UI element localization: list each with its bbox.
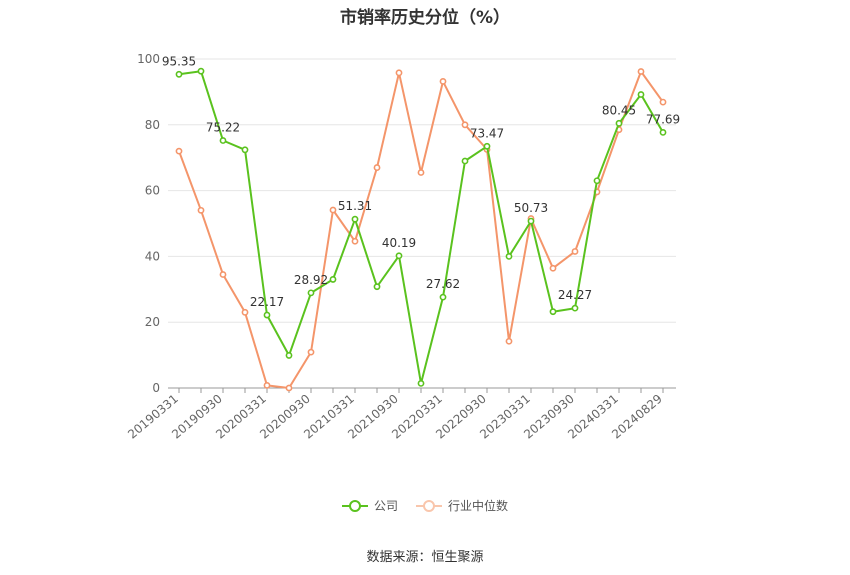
x-axis: 2019033120190930202003312020093020210331… <box>125 387 676 442</box>
data-point <box>571 248 579 255</box>
data-point <box>351 237 359 245</box>
data-point <box>395 252 403 260</box>
data-point <box>241 308 249 316</box>
data-label: 27.62 <box>426 277 460 291</box>
data-point <box>571 304 579 312</box>
legend-swatch-industry-median <box>416 499 442 513</box>
legend: 公司 行业中位数 <box>0 497 850 514</box>
data-point <box>439 77 447 85</box>
data-point <box>439 293 447 301</box>
data-label: 75.22 <box>206 121 240 135</box>
data-point <box>241 146 249 154</box>
data-point <box>461 157 469 165</box>
y-tick-label: 60 <box>145 184 160 198</box>
data-point <box>197 67 205 75</box>
y-tick-label: 100 <box>137 52 160 66</box>
data-point <box>659 128 667 136</box>
data-label: 80.45 <box>602 103 636 117</box>
data-point <box>505 252 513 260</box>
data-source: 数据来源：恒生聚源 <box>366 550 484 565</box>
data-point <box>307 289 315 297</box>
data-point <box>505 337 513 345</box>
data-point <box>395 69 403 77</box>
data-point <box>263 311 271 319</box>
data-point <box>197 206 205 214</box>
data-point <box>659 98 667 106</box>
data-label: 40.19 <box>382 236 416 250</box>
data-point <box>637 68 645 75</box>
chart-title: 市销率历史分位（%） <box>339 8 511 28</box>
data-point <box>373 164 381 171</box>
series-line <box>178 70 664 389</box>
y-tick-label: 20 <box>145 315 160 329</box>
data-point <box>615 119 623 127</box>
legend-label-company: 公司 <box>373 499 398 513</box>
data-point <box>549 308 557 316</box>
data-point <box>527 217 535 225</box>
data-label: 77.69 <box>646 112 680 126</box>
data-label: 28.92 <box>294 273 328 287</box>
data-point <box>175 70 183 78</box>
y-axis-ticks: 0 20 40 60 80 100 <box>137 52 160 395</box>
gridlines <box>168 58 676 323</box>
data-label: 51.31 <box>338 199 372 213</box>
data-point <box>285 384 293 392</box>
data-label: 50.73 <box>514 201 548 215</box>
data-label: 24.27 <box>558 288 592 302</box>
data-point <box>351 215 359 223</box>
legend-label-industry-median: 行业中位数 <box>448 499 509 513</box>
data-point <box>219 137 227 144</box>
data-labels: 95.35 75.22 22.17 28.92 51.31 40.19 27.62 73.47… <box>162 54 680 309</box>
data-point <box>329 206 337 214</box>
data-label: 95.35 <box>162 54 196 68</box>
data-point <box>483 142 491 150</box>
y-tick-label: 40 <box>145 249 160 263</box>
data-point <box>549 264 557 272</box>
data-point <box>285 352 293 359</box>
y-tick-label: 0 <box>152 381 160 395</box>
data-point <box>417 379 425 387</box>
data-point <box>373 283 381 291</box>
data-point <box>417 169 425 176</box>
data-point <box>461 121 469 129</box>
legend-item-industry-median[interactable]: 行业中位数 <box>416 497 508 514</box>
line-chart: 0 20 40 60 80 100 201903312019093020200331202… <box>125 52 680 442</box>
data-point <box>263 381 271 389</box>
legend-item-company[interactable]: 公司 <box>341 497 398 514</box>
data-point <box>175 147 183 155</box>
data-point <box>307 348 315 356</box>
data-point <box>593 177 601 185</box>
y-tick-label: 80 <box>145 118 160 132</box>
data-point <box>637 91 645 98</box>
series-lines <box>175 67 667 392</box>
data-label: 73.47 <box>470 126 504 140</box>
legend-swatch-company <box>341 499 368 513</box>
data-point <box>329 276 337 283</box>
data-point <box>219 271 227 278</box>
data-label: 22.17 <box>250 295 284 309</box>
